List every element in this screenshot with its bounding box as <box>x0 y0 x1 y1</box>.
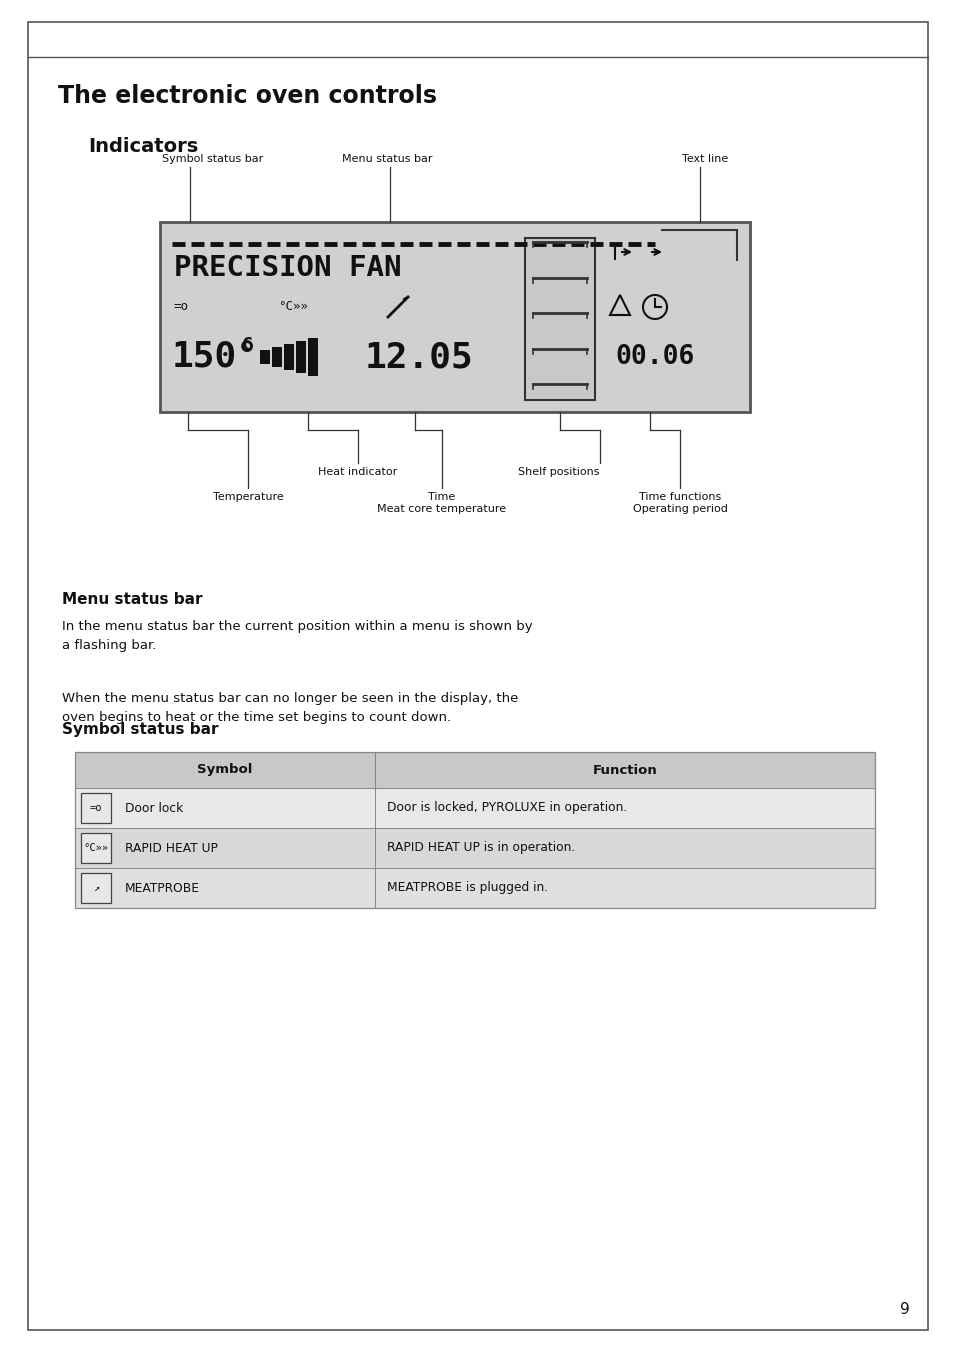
Text: =o: =o <box>173 300 189 314</box>
Text: MEATPROBE is plugged in.: MEATPROBE is plugged in. <box>387 882 548 895</box>
Bar <box>524 238 595 400</box>
Bar <box>75 752 874 909</box>
Text: The electronic oven controls: The electronic oven controls <box>58 84 436 108</box>
Text: °C»»: °C»» <box>277 300 308 314</box>
Bar <box>295 341 306 373</box>
Text: Temperature: Temperature <box>213 492 283 502</box>
Bar <box>75 868 874 909</box>
Text: C: C <box>242 337 253 354</box>
Text: ↗: ↗ <box>92 883 99 894</box>
Bar <box>75 752 874 788</box>
Text: In the menu status bar the current position within a menu is shown by
a flashing: In the menu status bar the current posit… <box>62 621 532 652</box>
Bar <box>81 833 111 863</box>
Text: 150°: 150° <box>172 339 258 375</box>
Bar <box>75 788 874 827</box>
Text: Time
Meat core temperature: Time Meat core temperature <box>377 492 506 514</box>
Text: Indicators: Indicators <box>88 137 198 155</box>
Text: Door lock: Door lock <box>125 802 183 814</box>
Text: Symbol: Symbol <box>197 764 253 776</box>
Text: Menu status bar: Menu status bar <box>341 154 432 164</box>
Text: PRECISION FAN: PRECISION FAN <box>173 254 401 283</box>
Text: Heat indicator: Heat indicator <box>318 466 397 477</box>
Text: Text line: Text line <box>681 154 727 164</box>
Text: 9: 9 <box>900 1302 909 1317</box>
Bar <box>81 794 111 823</box>
Text: RAPID HEAT UP is in operation.: RAPID HEAT UP is in operation. <box>387 841 575 854</box>
Bar <box>260 350 270 364</box>
Bar <box>160 222 749 412</box>
Text: °C»»: °C»» <box>84 844 109 853</box>
Text: =o: =o <box>90 803 102 813</box>
Text: Function: Function <box>592 764 657 776</box>
Text: 00.06: 00.06 <box>615 343 694 370</box>
Text: When the menu status bar can no longer be seen in the display, the
oven begins t: When the menu status bar can no longer b… <box>62 692 517 725</box>
Bar <box>81 873 111 903</box>
Text: RAPID HEAT UP: RAPID HEAT UP <box>125 841 217 854</box>
Text: Time functions
Operating period: Time functions Operating period <box>632 492 727 514</box>
Text: MEATPROBE: MEATPROBE <box>125 882 200 895</box>
Bar <box>284 343 294 370</box>
Text: Symbol status bar: Symbol status bar <box>62 722 218 737</box>
Text: Menu status bar: Menu status bar <box>62 592 202 607</box>
Bar <box>75 827 874 868</box>
Bar <box>308 338 317 376</box>
Text: Door is locked, PYROLUXE in operation.: Door is locked, PYROLUXE in operation. <box>387 802 626 814</box>
Bar <box>272 347 282 366</box>
Text: Shelf positions: Shelf positions <box>518 466 599 477</box>
Text: 12.05: 12.05 <box>365 339 474 375</box>
Text: Symbol status bar: Symbol status bar <box>162 154 263 164</box>
